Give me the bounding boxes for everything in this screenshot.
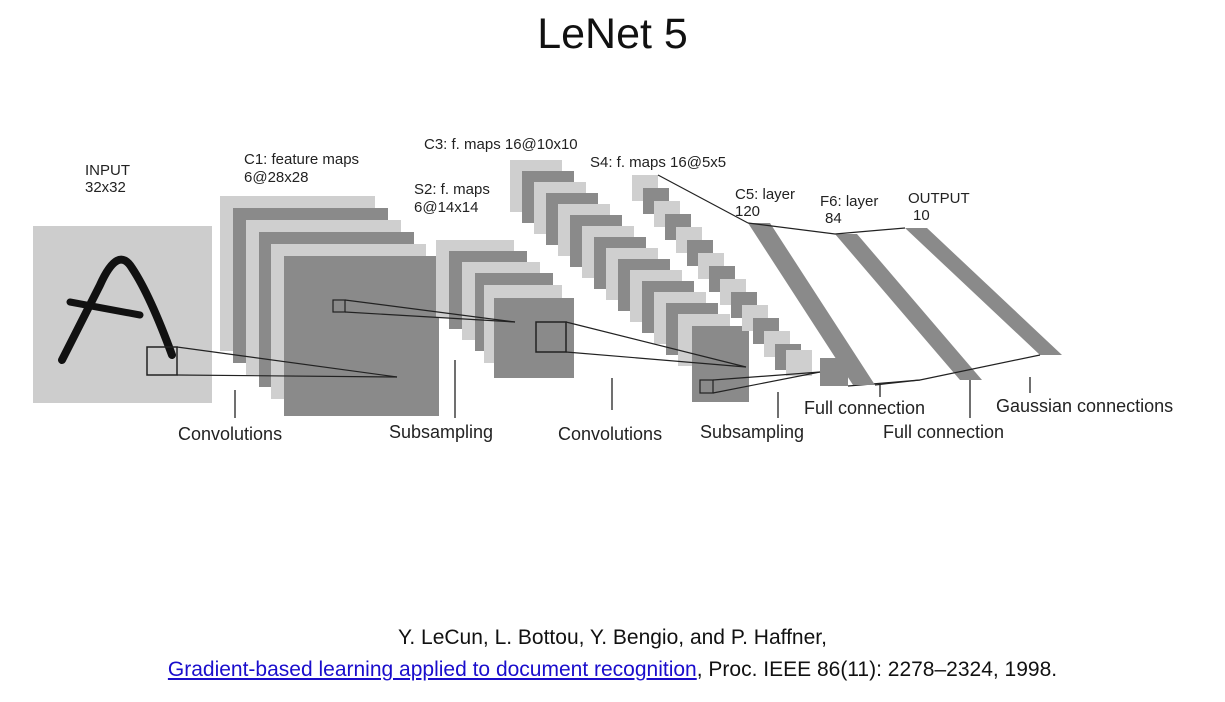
- c1-receptive-field: [332, 299, 346, 313]
- fc-top-edge: [747, 222, 906, 235]
- f6-layer-band: [835, 234, 982, 380]
- c3-feature-maps: C3: f. maps 16@10x10: [424, 136, 749, 402]
- citation-authors: Y. LeCun, L. Bottou, Y. Bengio, and P. H…: [398, 626, 827, 649]
- s2-label-line2: 6@14x14: [414, 199, 478, 216]
- c5-label-line1: C5: layer: [735, 186, 795, 203]
- c1-label-line1: C1: feature maps: [244, 151, 359, 168]
- citation: Y. LeCun, L. Bottou, Y. Bengio, and P. H…: [0, 622, 1225, 686]
- c1-label-line2: 6@28x28: [244, 169, 308, 186]
- c5-layer-band: [748, 223, 875, 385]
- c3-label: C3: f. maps 16@10x10: [424, 136, 578, 153]
- op-label-subsampling-2: Subsampling: [700, 422, 804, 442]
- operation-labels: Convolutions Subsampling Convolutions Su…: [178, 396, 1173, 444]
- handwritten-a-crossbar: [66, 298, 144, 319]
- f6-label-line2: 84: [825, 210, 842, 227]
- op-label-full-connection-2: Full connection: [883, 422, 1004, 442]
- output-label-line2: 10: [913, 207, 930, 224]
- s4-label: S4: f. maps 16@5x5: [590, 154, 726, 171]
- op-label-full-connection-1: Full connection: [804, 398, 925, 418]
- paper-title-link[interactable]: Gradient-based learning applied to docum…: [167, 658, 697, 681]
- output-layer-band: [905, 228, 1062, 355]
- operation-ticks: [234, 360, 1031, 418]
- output-label-line1: OUTPUT: [908, 190, 970, 207]
- input-label-line1: INPUT: [85, 162, 130, 179]
- input-receptive-field: [146, 346, 178, 376]
- c5-label-line2: 120: [735, 203, 760, 220]
- s2-label-line1: S2: f. maps: [414, 181, 490, 198]
- op-label-convolutions-1: Convolutions: [178, 424, 282, 444]
- f6-label-line1: F6: layer: [820, 193, 878, 210]
- op-label-subsampling-1: Subsampling: [389, 422, 493, 442]
- op-label-convolutions-2: Convolutions: [558, 424, 662, 444]
- input-label-line2: 32x32: [85, 179, 126, 196]
- s2-receptive-field: [535, 321, 567, 353]
- fc-bottom-edge: [874, 354, 1041, 386]
- op-label-gaussian-connections: Gaussian connections: [996, 396, 1173, 416]
- citation-journal-info: , Proc. IEEE 86(11): 2278–2324, 1998.: [696, 658, 1058, 681]
- c1-feature-maps: C1: feature maps 6@28x28: [220, 151, 439, 416]
- s4-feature-maps: S4: f. maps 16@5x5: [590, 154, 848, 386]
- handwritten-a-glyph: [58, 255, 176, 364]
- s2-feature-maps: S2: f. maps 6@14x14: [414, 181, 574, 378]
- lenet-architecture-diagram: INPUT 32x32 C1: feature maps 6@28x28 S2:…: [33, 136, 1173, 444]
- slide-title: LeNet 5: [537, 10, 688, 58]
- input-layer: INPUT 32x32: [33, 162, 212, 403]
- fully-connected-layers: C5: layer 120 F6: layer 84 OUTPUT 10: [735, 186, 1062, 386]
- citation-reference-line: Gradient-based learning applied to docum…: [0, 654, 1225, 686]
- c3-receptive-field: [699, 379, 714, 394]
